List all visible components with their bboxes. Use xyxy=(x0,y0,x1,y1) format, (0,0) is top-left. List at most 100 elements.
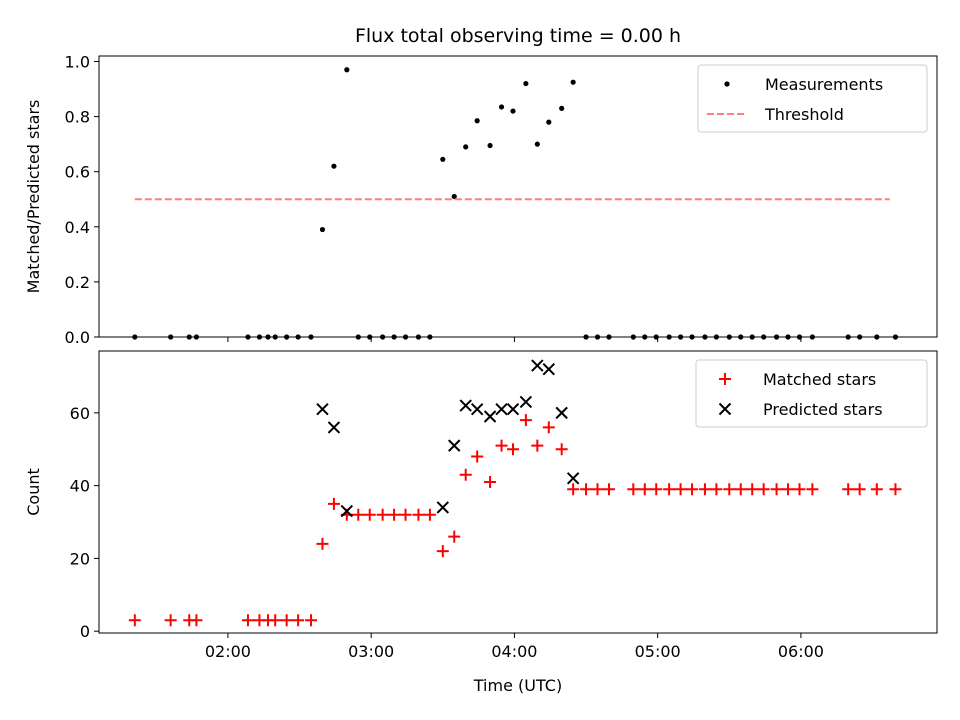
data-point xyxy=(470,403,484,416)
data-point xyxy=(344,67,350,73)
data-point xyxy=(459,399,472,412)
data-point xyxy=(451,193,457,200)
data-point xyxy=(602,483,615,496)
data-point xyxy=(388,508,401,521)
data-point xyxy=(567,483,580,496)
axes-frame xyxy=(98,55,938,338)
data-point xyxy=(340,504,354,518)
data-point xyxy=(580,483,593,496)
data-point xyxy=(770,483,783,496)
legend-label: Measurements xyxy=(765,75,883,94)
data-point xyxy=(399,508,412,521)
x-axis-title: Time (UTC) xyxy=(473,676,562,695)
x-tick-label: 04:00 xyxy=(491,642,537,661)
y-tick-label: 0.0 xyxy=(65,328,90,347)
data-point xyxy=(305,614,318,627)
x-tick-label: 06:00 xyxy=(778,642,824,661)
legend: Matched stars Predicted stars xyxy=(695,359,928,428)
data-point xyxy=(663,483,676,496)
data-point xyxy=(474,118,480,124)
data-point xyxy=(542,421,555,434)
data-point xyxy=(363,508,376,521)
data-point xyxy=(842,483,855,496)
data-point xyxy=(269,614,282,627)
data-point xyxy=(531,439,544,452)
data-point xyxy=(448,530,461,543)
data-point xyxy=(316,403,329,416)
x-tick-label: 05:00 xyxy=(635,642,681,661)
data-point xyxy=(506,403,520,416)
y-tick-label: 0 xyxy=(80,622,90,641)
data-point xyxy=(806,483,819,496)
data-point xyxy=(710,483,723,496)
data-point xyxy=(757,483,770,496)
y-tick-label: 0.2 xyxy=(65,273,90,292)
data-point xyxy=(280,614,293,627)
data-point xyxy=(650,483,663,496)
y-tick-label: 1.0 xyxy=(65,53,90,72)
y-tick-label: 0.8 xyxy=(65,108,90,127)
data-point xyxy=(327,421,341,434)
data-point xyxy=(190,614,203,627)
x-tick-label: 02:00 xyxy=(205,642,251,661)
data-point xyxy=(723,483,736,496)
data-point xyxy=(686,483,699,496)
series-predicted-stars xyxy=(316,359,580,518)
data-point xyxy=(448,439,461,452)
bottom-panel: 0 20 40 60 02:00 03:00 04:00 05:00 06:00 Count Tim… xyxy=(24,350,938,695)
data-point xyxy=(531,359,544,372)
top-panel: 0.0 0.2 0.4 0.6 0.8 1.0 Matched/Predicted star… xyxy=(24,53,938,347)
legend-marker xyxy=(718,402,732,416)
data-point xyxy=(292,614,305,627)
data-point xyxy=(423,508,436,521)
data-point xyxy=(782,483,795,496)
chart-title: Flux total observing time = 0.00 h xyxy=(355,25,681,47)
data-point xyxy=(436,501,450,514)
data-point xyxy=(674,483,687,496)
data-point xyxy=(570,79,576,85)
data-point xyxy=(510,108,516,114)
data-point xyxy=(352,508,365,521)
data-point xyxy=(164,614,177,627)
legend-label: Threshold xyxy=(764,105,844,124)
data-point xyxy=(436,545,449,558)
data-point xyxy=(241,614,254,627)
y-axis-title: Matched/Predicted stars xyxy=(24,100,43,294)
data-point xyxy=(555,443,568,456)
data-point xyxy=(870,483,883,496)
data-point xyxy=(376,508,389,521)
legend-label: Predicted stars xyxy=(763,400,883,419)
y-tick-label: 60 xyxy=(70,404,90,423)
data-point xyxy=(484,475,497,488)
axes-frame xyxy=(98,350,938,634)
legend-box xyxy=(697,64,928,133)
data-point xyxy=(793,483,806,496)
y-axis-title: Count xyxy=(24,468,43,516)
series-measurements xyxy=(132,67,899,340)
data-point xyxy=(487,142,493,149)
legend-marker xyxy=(724,81,730,87)
data-point xyxy=(542,362,556,376)
data-point xyxy=(495,439,508,452)
data-point xyxy=(519,414,532,427)
y-tick-label: 0.6 xyxy=(65,163,90,182)
data-point xyxy=(889,483,902,496)
series-matched-stars xyxy=(128,414,902,627)
data-point xyxy=(440,156,446,162)
legend-label: Matched stars xyxy=(763,370,876,389)
data-point xyxy=(459,468,472,481)
data-point xyxy=(559,105,565,111)
legend-box xyxy=(695,359,928,428)
data-point xyxy=(734,483,747,496)
legend-marker xyxy=(719,373,731,385)
y-tick-label: 20 xyxy=(70,549,90,568)
data-point xyxy=(331,163,337,169)
data-point xyxy=(128,614,141,627)
data-point xyxy=(327,497,340,510)
data-point xyxy=(319,226,326,233)
data-point xyxy=(591,483,604,496)
data-point xyxy=(698,483,711,496)
data-point xyxy=(523,80,529,87)
data-point xyxy=(534,141,540,147)
